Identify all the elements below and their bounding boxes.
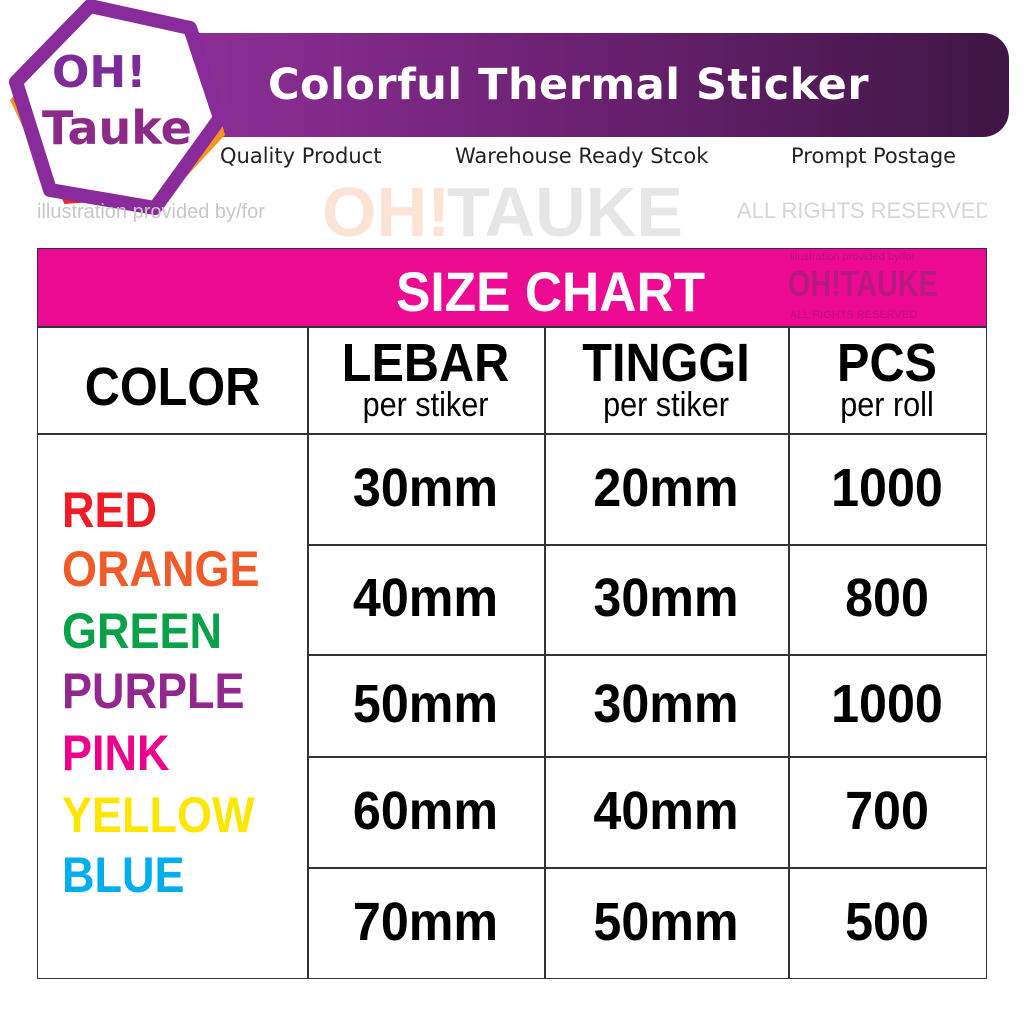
cell-lebar: 50mm <box>352 674 499 734</box>
tagline-stock: Warehouse Ready Stcok <box>455 144 709 168</box>
watermark-bottom: ALL RIGHTS RESERVED <box>790 309 918 321</box>
tagline-quality: Quality Product <box>220 144 382 168</box>
watermark-center-bottom: ALL RIGHTS RESERVED <box>737 198 987 223</box>
cell-lebar: 30mm <box>352 457 499 518</box>
divider <box>307 756 986 758</box>
header-pcs-label: PCS <box>837 333 937 393</box>
header-lebar: LEBAR per stiker <box>307 333 544 424</box>
cell-tinggi: 50mm <box>593 891 739 952</box>
divider <box>307 544 986 546</box>
cell-tinggi: 30mm <box>593 674 739 734</box>
divider <box>307 654 986 656</box>
divider <box>307 326 309 978</box>
cell-pcs: 1000 <box>831 674 943 734</box>
color-orange: ORANGE <box>62 541 260 597</box>
size-chart-header-bar <box>38 249 986 326</box>
watermark-top: illustration provided by/for <box>790 251 916 263</box>
header-pcs: PCS per roll <box>788 333 986 424</box>
watermark-center-b: TAUKE <box>447 173 683 246</box>
brand-logo: OH! Tauke <box>0 0 240 220</box>
divider <box>544 326 546 978</box>
header-lebar-sub: per stiker <box>362 386 489 424</box>
header-color-label: COLOR <box>84 357 261 417</box>
color-pink: PINK <box>62 725 170 781</box>
size-chart-title: SIZE CHART <box>396 260 706 323</box>
hexagon-logo-icon <box>9 0 227 215</box>
tagline-postage: Prompt Postage <box>791 144 957 168</box>
color-yellow: YELLOW <box>62 787 255 843</box>
logo-tauke: Tauke <box>42 101 192 155</box>
color-purple: PURPLE <box>62 663 245 719</box>
cell-pcs: 800 <box>845 568 929 628</box>
color-red: RED <box>62 482 158 538</box>
header-lebar-label: LEBAR <box>341 333 510 393</box>
size-chart-table: SIZE CHART illustration provided by/for … <box>37 248 987 979</box>
header-color: COLOR <box>38 357 307 417</box>
logo-oh: OH! <box>52 47 147 98</box>
title-banner <box>180 33 1009 137</box>
header-tinggi: TINGGI per stiker <box>544 333 788 424</box>
divider <box>307 867 986 869</box>
cell-pcs: 1000 <box>831 457 943 518</box>
header-tinggi-sub: per stiker <box>603 386 729 424</box>
cell-pcs: 700 <box>845 780 929 841</box>
watermark-brand-a: OH! <box>788 263 841 304</box>
cell-pcs: 500 <box>845 891 929 952</box>
watermark-brand-b: TAUKE <box>840 263 938 304</box>
cell-lebar: 40mm <box>352 568 499 628</box>
cell-tinggi: 30mm <box>593 568 739 628</box>
color-blue: BLUE <box>62 847 185 903</box>
cell-tinggi: 20mm <box>593 457 739 518</box>
divider <box>788 326 790 978</box>
cell-tinggi: 40mm <box>593 780 739 841</box>
header-pcs-sub: per roll <box>840 386 934 424</box>
watermark-brand: OH!TAUKE <box>788 266 938 302</box>
banner-title: Colorful Thermal Sticker <box>268 60 870 110</box>
color-green: GREEN <box>62 603 223 659</box>
cell-lebar: 60mm <box>352 780 499 841</box>
divider <box>38 433 986 435</box>
divider <box>38 326 986 328</box>
watermark-center-a: OH! <box>322 173 450 246</box>
cell-lebar: 70mm <box>352 891 499 952</box>
header-tinggi-label: TINGGI <box>582 333 750 393</box>
